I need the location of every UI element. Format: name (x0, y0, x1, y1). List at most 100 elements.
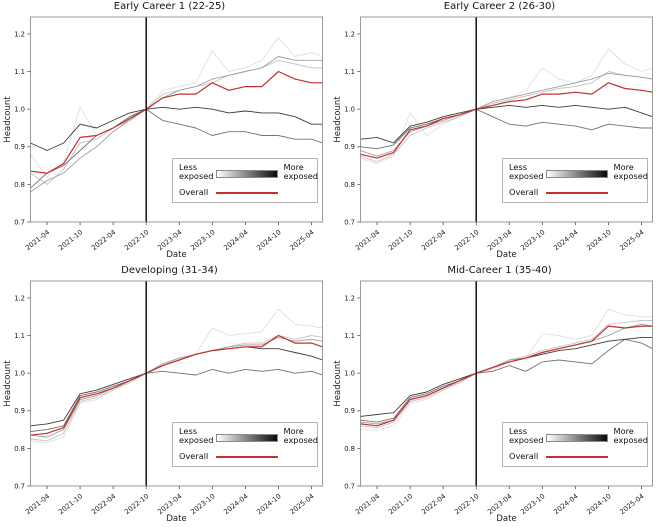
legend-overall-label: Overall (509, 187, 539, 198)
exposure-gradient-bar (216, 169, 278, 178)
legend-more-exposed-label: More exposed (283, 426, 318, 446)
x-tick-label: 2022-10 (123, 228, 150, 252)
x-axis-label: Date (496, 250, 516, 260)
series-line-quintile-1-least-exposed (360, 48, 653, 165)
x-tick-label: 2023-04 (156, 492, 183, 516)
x-tick-label: 2023-04 (156, 228, 183, 252)
chart-title: Developing (31-34) (121, 265, 218, 276)
exposure-gradient-bar (546, 169, 608, 178)
overall-line-sample (546, 455, 608, 458)
x-tick-label: 2025-04 (618, 228, 645, 252)
x-tick-label: 2021-10 (387, 228, 414, 252)
plot-area (360, 280, 653, 487)
x-tick-label: 2022-04 (420, 228, 447, 252)
series-line-quintile-2 (360, 71, 653, 163)
legend: Less exposed More exposed Overall (502, 158, 648, 203)
x-tick-label: 2023-10 (189, 492, 216, 516)
y-tick-label: 0.7 (14, 482, 25, 490)
plot-area (30, 280, 323, 487)
y-tick-label: 0.7 (344, 482, 355, 490)
x-tick-label: 2025-04 (618, 492, 645, 516)
series-line-quintile-5-most-exposed (30, 106, 323, 151)
x-tick-label: 2023-04 (486, 228, 513, 252)
legend-overall-label: Overall (179, 187, 209, 198)
x-tick-label: 2025-04 (288, 228, 315, 252)
exposure-gradient-bar (546, 433, 608, 442)
x-tick-label: 2022-04 (420, 492, 447, 516)
plot-area (30, 16, 323, 223)
overall-line-sample (216, 455, 278, 458)
y-tick-label: 0.8 (344, 181, 355, 189)
series-line-quintile-1-least-exposed (30, 37, 323, 178)
y-tick-label: 0.7 (14, 218, 25, 226)
y-tick-label: 0.8 (344, 445, 355, 453)
y-tick-label: 1.2 (14, 294, 25, 302)
x-tick-label: 2022-10 (453, 492, 480, 516)
y-tick-label: 0.8 (14, 445, 25, 453)
legend-overall-label: Overall (509, 451, 539, 462)
y-tick-label: 1.2 (344, 294, 355, 302)
series-line-overall (360, 82, 653, 159)
y-tick-label: 1.2 (344, 30, 355, 38)
x-tick-label: 2024-04 (552, 228, 579, 252)
legend-less-exposed-label: Less exposed (179, 162, 214, 182)
legend-more-exposed-label: More exposed (613, 162, 648, 182)
x-tick-label: 2021-04 (354, 492, 381, 516)
x-tick-label: 2024-10 (255, 228, 282, 252)
y-tick-label: 0.9 (344, 407, 355, 415)
series-line-quintile-3 (30, 56, 323, 193)
legend-less-exposed-label: Less exposed (509, 162, 544, 182)
y-tick-label: 0.9 (344, 143, 355, 151)
y-tick-label: 0.9 (14, 407, 25, 415)
y-tick-label: 1.0 (14, 106, 25, 114)
series-line-quintile-4 (30, 368, 323, 432)
y-tick-label: 1.1 (14, 332, 25, 340)
plot-area (360, 16, 653, 223)
series-line-quintile-1-least-exposed (360, 308, 653, 431)
x-tick-label: 2021-10 (387, 492, 414, 516)
x-tick-label: 2025-04 (288, 492, 315, 516)
x-tick-label: 2023-10 (519, 492, 546, 516)
series-line-quintile-5-most-exposed (360, 104, 653, 144)
y-axis-label: Headcount (3, 360, 13, 407)
x-tick-label: 2024-10 (255, 492, 282, 516)
x-tick-label: 2022-04 (90, 228, 117, 252)
y-tick-label: 1.1 (344, 68, 355, 76)
series-line-quintile-4 (360, 108, 653, 150)
x-tick-label: 2022-04 (90, 492, 117, 516)
x-tick-label: 2023-04 (486, 492, 513, 516)
y-axis-label: Headcount (3, 96, 13, 143)
x-tick-label: 2024-04 (222, 492, 249, 516)
legend-more-exposed-label: More exposed (613, 426, 648, 446)
chart-canvas: 0.7 0.8 0.9 1.0 1.1 1.2 2021-04 2021-10 2022-04 2… (3, 280, 323, 524)
chart-title: Early Career 1 (22-25) (113, 1, 226, 12)
exposure-gradient-bar (216, 433, 278, 442)
x-tick-label: 2021-04 (24, 492, 51, 516)
subplot-early-career-1: 0.7 0.8 0.9 1.0 1.1 1.2 2021-04 2021-10 2022-04 2… (0, 0, 330, 264)
y-axis-label: Headcount (333, 360, 343, 407)
legend-less-exposed-label: Less exposed (179, 426, 214, 446)
x-tick-label: 2021-10 (57, 228, 84, 252)
x-tick-label: 2021-10 (57, 492, 84, 516)
y-tick-label: 1.0 (14, 370, 25, 378)
x-axis-label: Date (166, 250, 186, 260)
legend: Less exposed More exposed Overall (172, 158, 318, 203)
y-tick-label: 1.0 (344, 370, 355, 378)
x-tick-label: 2023-10 (189, 228, 216, 252)
x-tick-label: 2022-10 (453, 228, 480, 252)
legend: Less exposed More exposed Overall (502, 422, 648, 467)
series-line-quintile-4 (360, 338, 653, 423)
legend: Less exposed More exposed Overall (172, 422, 318, 467)
series-line-overall (30, 70, 323, 174)
legend-less-exposed-label: Less exposed (509, 426, 544, 446)
series-line-quintile-3 (360, 72, 653, 157)
x-tick-label: 2024-04 (222, 228, 249, 252)
y-tick-label: 1.1 (14, 68, 25, 76)
y-tick-label: 1.1 (344, 332, 355, 340)
y-tick-label: 1.2 (14, 30, 25, 38)
x-tick-label: 2021-04 (354, 228, 381, 252)
